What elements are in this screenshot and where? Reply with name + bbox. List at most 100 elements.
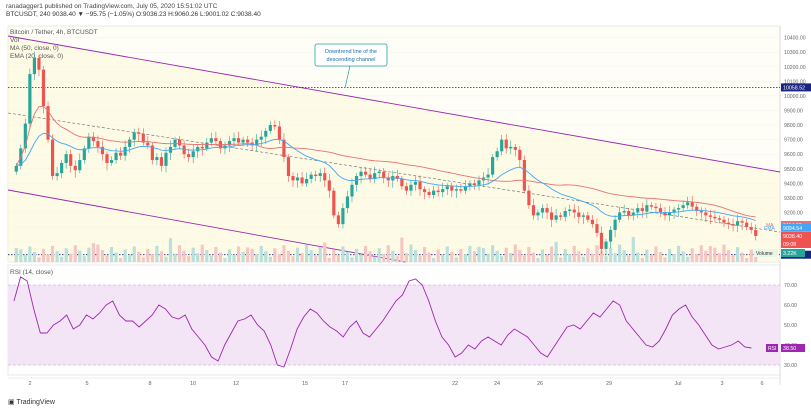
candle-body <box>159 157 164 166</box>
volume-bar <box>409 244 413 262</box>
candle-body <box>654 206 658 209</box>
volume-bar <box>572 245 576 262</box>
volume-bar <box>545 254 549 262</box>
volume-bar <box>599 250 604 262</box>
volume-bar <box>327 258 331 262</box>
volume-bar <box>377 248 381 262</box>
tradingview-logo[interactable]: ▣ TradingView <box>8 399 55 406</box>
channel-lower-line <box>7 189 406 263</box>
candle-body <box>627 211 631 216</box>
candle-body <box>359 171 363 177</box>
candle-body <box>305 178 309 184</box>
volume-bar <box>268 256 272 262</box>
volume-bar <box>64 248 68 262</box>
volume-bar <box>422 247 427 262</box>
candle-body <box>586 215 590 220</box>
candle-body <box>463 186 467 191</box>
candle-body <box>500 139 504 152</box>
candle-body <box>704 212 708 216</box>
candle-body <box>581 215 585 217</box>
volume-bar <box>23 254 27 262</box>
candle-body <box>264 130 268 137</box>
volume-bar <box>554 241 558 262</box>
volume-bar <box>418 255 422 262</box>
candle-body <box>726 222 731 225</box>
candle-body <box>46 106 50 140</box>
price-tick-label: 10000.00 <box>784 94 806 100</box>
candle-body <box>459 189 463 191</box>
candle-body <box>345 196 350 209</box>
candle-body <box>681 205 685 209</box>
candle-body <box>658 208 663 213</box>
candle-body <box>436 190 440 193</box>
volume-bar <box>41 248 46 262</box>
candle-body <box>73 165 77 171</box>
volume-bar <box>173 253 177 262</box>
candle-body <box>391 176 395 181</box>
rsi-tick-label: 30.00 <box>784 363 797 369</box>
volume-bar <box>223 258 227 262</box>
volume-bar <box>46 254 50 262</box>
volume-bar <box>55 251 59 262</box>
last-price-badge-bg <box>781 232 811 241</box>
rsi-band <box>8 285 780 365</box>
volume-bar <box>264 251 268 262</box>
volume-bar <box>50 245 55 262</box>
candle-body <box>155 157 159 161</box>
volume-bar <box>146 248 150 262</box>
candle-body <box>663 212 667 216</box>
volume-bar <box>658 251 663 262</box>
volume-bar <box>681 251 685 262</box>
volume-bar <box>359 254 363 262</box>
candle-body <box>590 219 595 225</box>
volume-bar <box>246 247 250 262</box>
candle-body <box>300 177 304 184</box>
candle-body <box>491 157 495 175</box>
volume-bar <box>618 244 622 262</box>
x-tick-label: 15 <box>302 381 308 387</box>
volume-bar <box>255 254 259 262</box>
downtrend-line <box>7 35 781 173</box>
candle-body <box>649 205 653 207</box>
price-tick-label: 10400.00 <box>784 36 806 42</box>
candle-body <box>677 208 681 210</box>
candle-body <box>91 136 95 142</box>
volume-bar <box>495 250 499 262</box>
volume-bar <box>137 251 141 262</box>
volume-bar <box>332 249 336 262</box>
candle-body <box>432 190 436 195</box>
rsi-tick-label: 70.00 <box>784 283 797 289</box>
rsi-tag: RSI <box>768 346 776 352</box>
volume-bar <box>404 253 409 262</box>
volume-bar <box>96 244 100 262</box>
volume-bar <box>568 254 572 262</box>
volume-label: Volume <box>756 251 773 257</box>
channel-mid-line <box>7 112 781 233</box>
symbol-ohlc-line: BTCUSDT, 240 9038.40 ▼ −95.75 (−1.05%) O… <box>6 11 261 18</box>
candle-body <box>622 211 626 213</box>
candle-body <box>740 221 744 223</box>
volume-bar <box>454 257 458 262</box>
volume-bar <box>509 253 513 262</box>
volume-bar <box>191 247 195 262</box>
price-tick-label: 9500.00 <box>784 167 803 173</box>
candle-body <box>100 146 105 155</box>
legend-ema: EMA (20, close, 0) <box>10 53 64 60</box>
brand-text: TradingView <box>16 399 55 406</box>
candle-body <box>572 209 576 213</box>
price-tick-label: 9200.00 <box>784 210 803 216</box>
candle-body <box>713 216 717 219</box>
candle-body <box>78 160 82 171</box>
x-tick-label: 12 <box>233 381 239 387</box>
ema20-line <box>16 132 756 222</box>
candle-body <box>735 221 740 226</box>
candle-body <box>368 174 372 179</box>
volume-bar <box>232 254 236 262</box>
candle-body <box>105 154 109 163</box>
x-tick-label: 10 <box>190 381 196 387</box>
candle-body <box>327 180 331 191</box>
annotation-pointer <box>344 65 351 89</box>
volume-bar <box>100 250 105 262</box>
volume-bar <box>286 250 291 262</box>
